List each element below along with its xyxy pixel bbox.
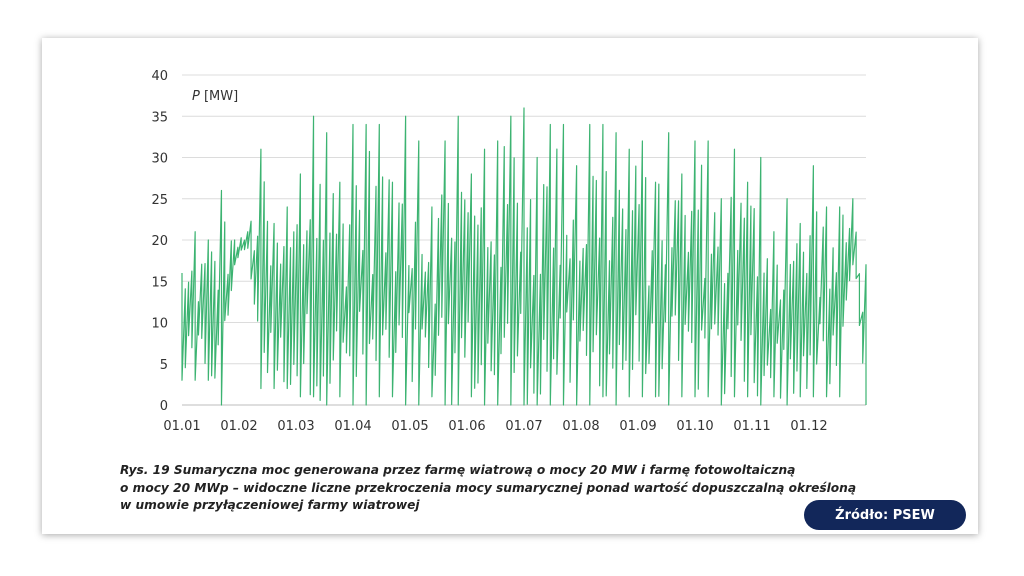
power-series-line <box>181 107 867 406</box>
x-tick-label: 01.02 <box>220 419 257 434</box>
y-tick-label: 0 <box>160 399 168 414</box>
y-tick-label: 10 <box>151 317 168 332</box>
y-tick-label: 40 <box>151 69 168 84</box>
x-tick-label: 01.08 <box>562 419 599 434</box>
x-tick-label: 01.10 <box>676 419 713 434</box>
x-tick-label: 01.01 <box>163 419 200 434</box>
source-badge: Źródło: PSEW <box>804 500 966 530</box>
caption-line-3: w umowie przyłączeniowej farmy wiatrowej <box>120 498 420 512</box>
y-tick-label: 5 <box>160 358 168 373</box>
figure-caption: Rys. 19 Sumaryczna moc generowana przez … <box>120 462 880 515</box>
x-tick-label: 01.09 <box>619 419 656 434</box>
y-axis-label: P [MW] <box>192 89 238 104</box>
caption-line-1: Rys. 19 Sumaryczna moc generowana przez … <box>120 463 796 477</box>
figure-card: 0 5 10 15 20 25 30 35 40 01.01 01.02 01.03 01.04 01.0… <box>42 38 978 534</box>
y-tick-label: 25 <box>151 193 168 208</box>
x-tick-label: 01.06 <box>448 419 485 434</box>
y-tick-label: 35 <box>151 110 168 125</box>
caption-line-2: o mocy 20 MWp – widoczne liczne przekroc… <box>120 480 857 495</box>
y-tick-label: 15 <box>151 275 168 290</box>
x-tick-label: 01.07 <box>505 419 542 434</box>
x-tick-label: 01.11 <box>733 419 770 434</box>
x-tick-label: 01.04 <box>334 419 371 434</box>
x-tick-label: 01.05 <box>391 419 428 434</box>
x-tick-label: 01.03 <box>277 419 314 434</box>
x-tick-label: 01.12 <box>790 419 827 434</box>
y-tick-label: 30 <box>151 152 168 167</box>
y-tick-label: 20 <box>151 234 168 249</box>
power-chart: 0 5 10 15 20 25 30 35 40 01.01 01.02 01.03 01.04 01.0… <box>151 69 867 434</box>
